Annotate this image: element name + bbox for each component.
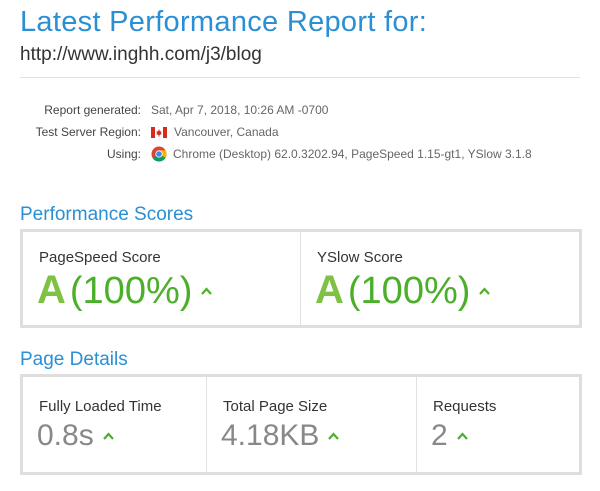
fully-loaded-time-card: Fully Loaded Time 0.8s xyxy=(23,377,207,472)
yslow-grade: A xyxy=(315,268,344,312)
fully-loaded-time-value: 0.8s xyxy=(37,419,94,452)
meta-row-report-generated: Report generated: Sat, Apr 7, 2018, 10:2… xyxy=(20,99,580,121)
yslow-percent: (100%) xyxy=(347,270,471,312)
performance-scores-panel: PageSpeed Score A (100%) YSlow Score A (… xyxy=(20,229,582,328)
arrow-up-icon xyxy=(479,286,491,295)
report-url: http://www.inghh.com/j3/blog xyxy=(20,44,262,65)
arrow-up-icon xyxy=(201,286,213,295)
region-label: Test Server Region: xyxy=(35,125,141,139)
yslow-score-label: YSlow Score xyxy=(317,249,403,266)
pagespeed-grade: A xyxy=(37,268,66,312)
chrome-icon xyxy=(151,146,167,162)
requests-label: Requests xyxy=(433,398,497,415)
using-label: Using: xyxy=(106,147,141,161)
performance-scores-title: Performance Scores xyxy=(20,204,194,225)
report-generated-value: Sat, Apr 7, 2018, 10:26 AM -0700 xyxy=(151,103,329,117)
requests-value: 2 xyxy=(431,419,448,452)
total-page-size-value: 4.18KB xyxy=(221,419,320,452)
meta-row-using: Using: Chrome (Desktop) 62.0.3202.94, Pa… xyxy=(20,143,580,165)
pagespeed-score-card: PageSpeed Score A (100%) xyxy=(23,232,301,325)
pagespeed-percent: (100%) xyxy=(69,270,193,312)
arrow-up-icon xyxy=(456,432,468,440)
total-page-size-label: Total Page Size xyxy=(223,398,328,415)
canada-flag-icon xyxy=(151,126,167,138)
report-generated-label: Report generated: xyxy=(44,103,141,117)
fully-loaded-time-label: Fully Loaded Time xyxy=(39,398,162,415)
arrow-up-icon xyxy=(328,432,340,440)
arrow-up-icon xyxy=(102,432,114,440)
pagespeed-score-label: PageSpeed Score xyxy=(39,249,161,266)
region-value: Vancouver, Canada xyxy=(174,125,279,139)
requests-card: Requests 2 xyxy=(417,377,579,472)
total-page-size-card: Total Page Size 4.18KB xyxy=(207,377,417,472)
using-value: Chrome (Desktop) 62.0.3202.94, PageSpeed… xyxy=(173,147,532,161)
page-details-title: Page Details xyxy=(20,349,128,370)
divider xyxy=(20,77,580,78)
meta-row-region: Test Server Region: Vancouver, Canada xyxy=(20,121,580,143)
report-meta: Report generated: Sat, Apr 7, 2018, 10:2… xyxy=(20,99,580,165)
page-title: Latest Performance Report for: xyxy=(20,6,428,38)
yslow-score-card: YSlow Score A (100%) xyxy=(301,232,579,325)
page-details-panel: Fully Loaded Time 0.8s Total Page Size 4… xyxy=(20,374,582,475)
